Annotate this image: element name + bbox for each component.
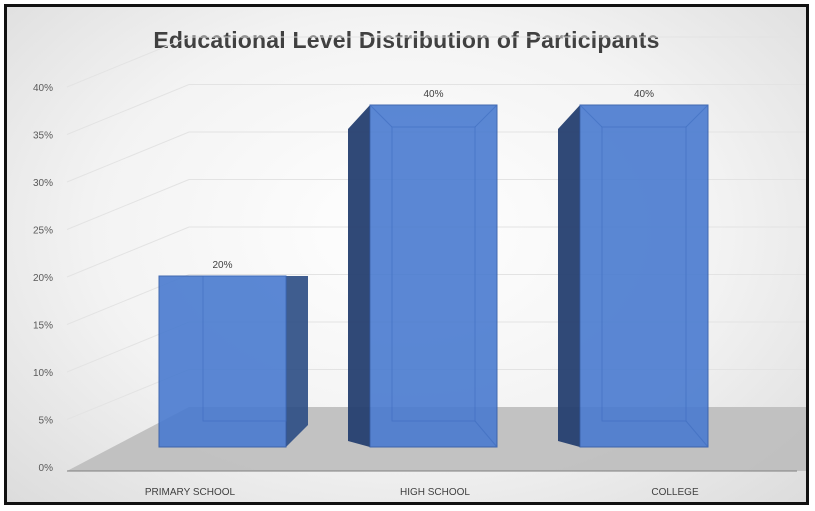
x-category-label: PRIMARY SCHOOL [145,487,236,498]
bar [369,104,498,448]
bar-inner-edge [391,126,476,422]
bar-inner-edge [601,126,687,422]
y-tick-label: 35% [33,131,53,142]
chart-canvas: 0% 5% 10% 15% 20% 25% 30% 35% 40% 20% PRIMARY SCHO… [33,36,806,498]
bar-side [286,276,308,447]
bar-inner-edge [202,275,287,422]
x-category-label: COLLEGE [651,487,699,498]
y-tick-label: 20% [33,273,53,284]
gridline [66,84,806,135]
y-tick-label: 40% [33,83,53,94]
y-tick-label: 5% [39,416,54,427]
x-category-label: HIGH SCHOOL [400,487,470,498]
bar-side [558,105,580,447]
bar [579,104,709,448]
chart-frame: Educational Level Distribution of Partic… [4,4,809,505]
bar-inner-edge [685,104,709,128]
chart-title: Educational Level Distribution of Partic… [153,27,660,53]
gridline [66,36,806,88]
bar-inner-edge [579,104,603,128]
data-label: 40% [423,89,443,100]
bar [158,275,287,448]
bar-inner-edge [685,420,709,448]
y-tick-label: 10% [33,368,53,379]
y-tick-label: 0% [39,463,54,474]
bar-inner-edge [474,104,498,128]
y-tick-label: 15% [33,321,53,332]
bar-inner-edge [369,104,393,128]
y-tick-label: 30% [33,178,53,189]
data-label: 40% [634,89,654,100]
bar-inner-edge [474,420,498,448]
y-tick-label: 25% [33,226,53,237]
data-label: 20% [212,260,232,271]
bar-side [348,105,370,447]
